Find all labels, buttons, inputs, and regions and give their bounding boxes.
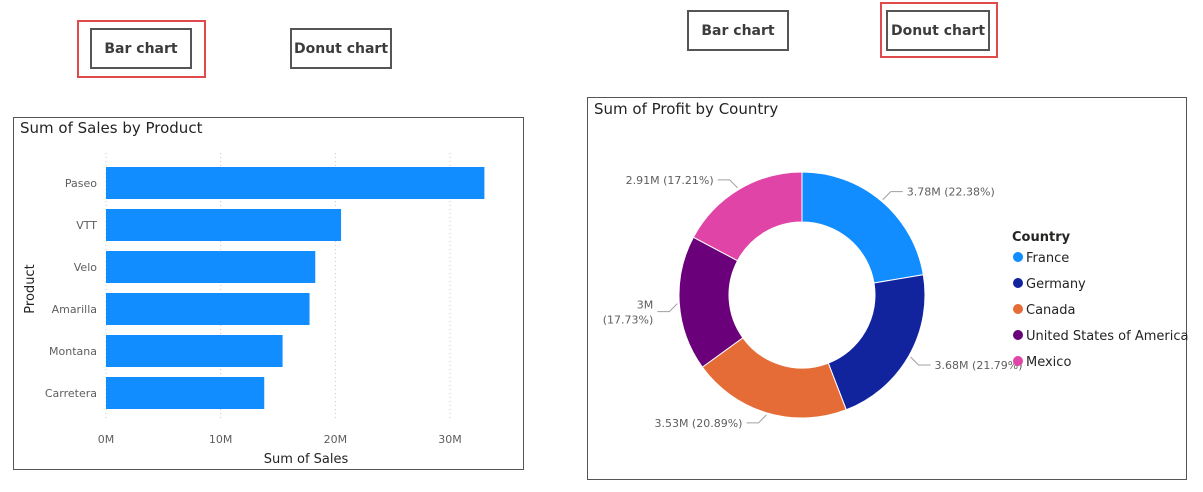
bar-amarilla (106, 293, 310, 325)
slice-mexico (692, 171, 803, 262)
x-tick-label: 0M (98, 433, 115, 446)
data-label: 3.78M (22.38%) (907, 186, 995, 199)
legend-marker (1013, 252, 1023, 262)
legend-marker (1013, 356, 1023, 366)
leader-line (717, 179, 738, 189)
y-tick-label: Velo (74, 261, 97, 274)
data-label: 3M (637, 299, 654, 312)
bar-paseo (106, 167, 485, 199)
legend-item-germany: Germany (1026, 277, 1086, 292)
legend-marker (1013, 278, 1023, 288)
bar-velo (106, 251, 316, 283)
x-axis-label: Sum of Sales (264, 452, 349, 467)
selected-highlight-right (880, 2, 998, 58)
legend-item-france: France (1026, 251, 1069, 266)
x-tick-label: 10M (209, 433, 233, 446)
y-tick-label: Montana (49, 345, 97, 358)
slice-france (801, 171, 924, 284)
donut-chart-button-right[interactable]: Donut chart (886, 10, 990, 51)
selected-highlight-left (77, 20, 206, 78)
data-label: 2.91M (17.21%) (626, 174, 714, 187)
bar-chart-title: Sum of Sales by Product (20, 119, 203, 137)
legend-item-mexico: Mexico (1026, 355, 1071, 370)
legend-marker (1013, 304, 1023, 314)
y-tick-label: Amarilla (52, 303, 97, 316)
bar-montana (106, 335, 283, 367)
data-label: (17.73%) (603, 314, 654, 327)
leader-line (746, 414, 767, 424)
legend-item-canada: Canada (1026, 303, 1075, 318)
slice-germany (827, 274, 926, 411)
bar-carretera (106, 377, 265, 409)
legend-title: Country (1012, 230, 1071, 245)
x-tick-label: 30M (438, 433, 462, 446)
data-label: 3.53M (20.89%) (654, 417, 742, 430)
donut-chart-title: Sum of Profit by Country (594, 100, 779, 118)
y-axis-label: Product (23, 264, 38, 313)
bar-chart-button-left[interactable]: Bar chart (90, 28, 192, 69)
leader-line (910, 356, 931, 366)
y-tick-label: Paseo (65, 177, 97, 190)
bar-chart-button-right[interactable]: Bar chart (687, 10, 789, 51)
y-tick-label: VTT (76, 219, 97, 232)
legend-item-united-states-of-america: United States of America (1026, 329, 1188, 344)
donut-chart-button-left[interactable]: Donut chart (290, 28, 392, 69)
legend-marker (1013, 330, 1023, 340)
leader-line (657, 303, 678, 313)
x-tick-label: 20M (324, 433, 348, 446)
y-tick-label: Carretera (45, 387, 97, 400)
bar-vtt (106, 209, 342, 241)
data-label: 3.68M (21.79%) (935, 359, 1023, 372)
leader-line (882, 191, 903, 200)
